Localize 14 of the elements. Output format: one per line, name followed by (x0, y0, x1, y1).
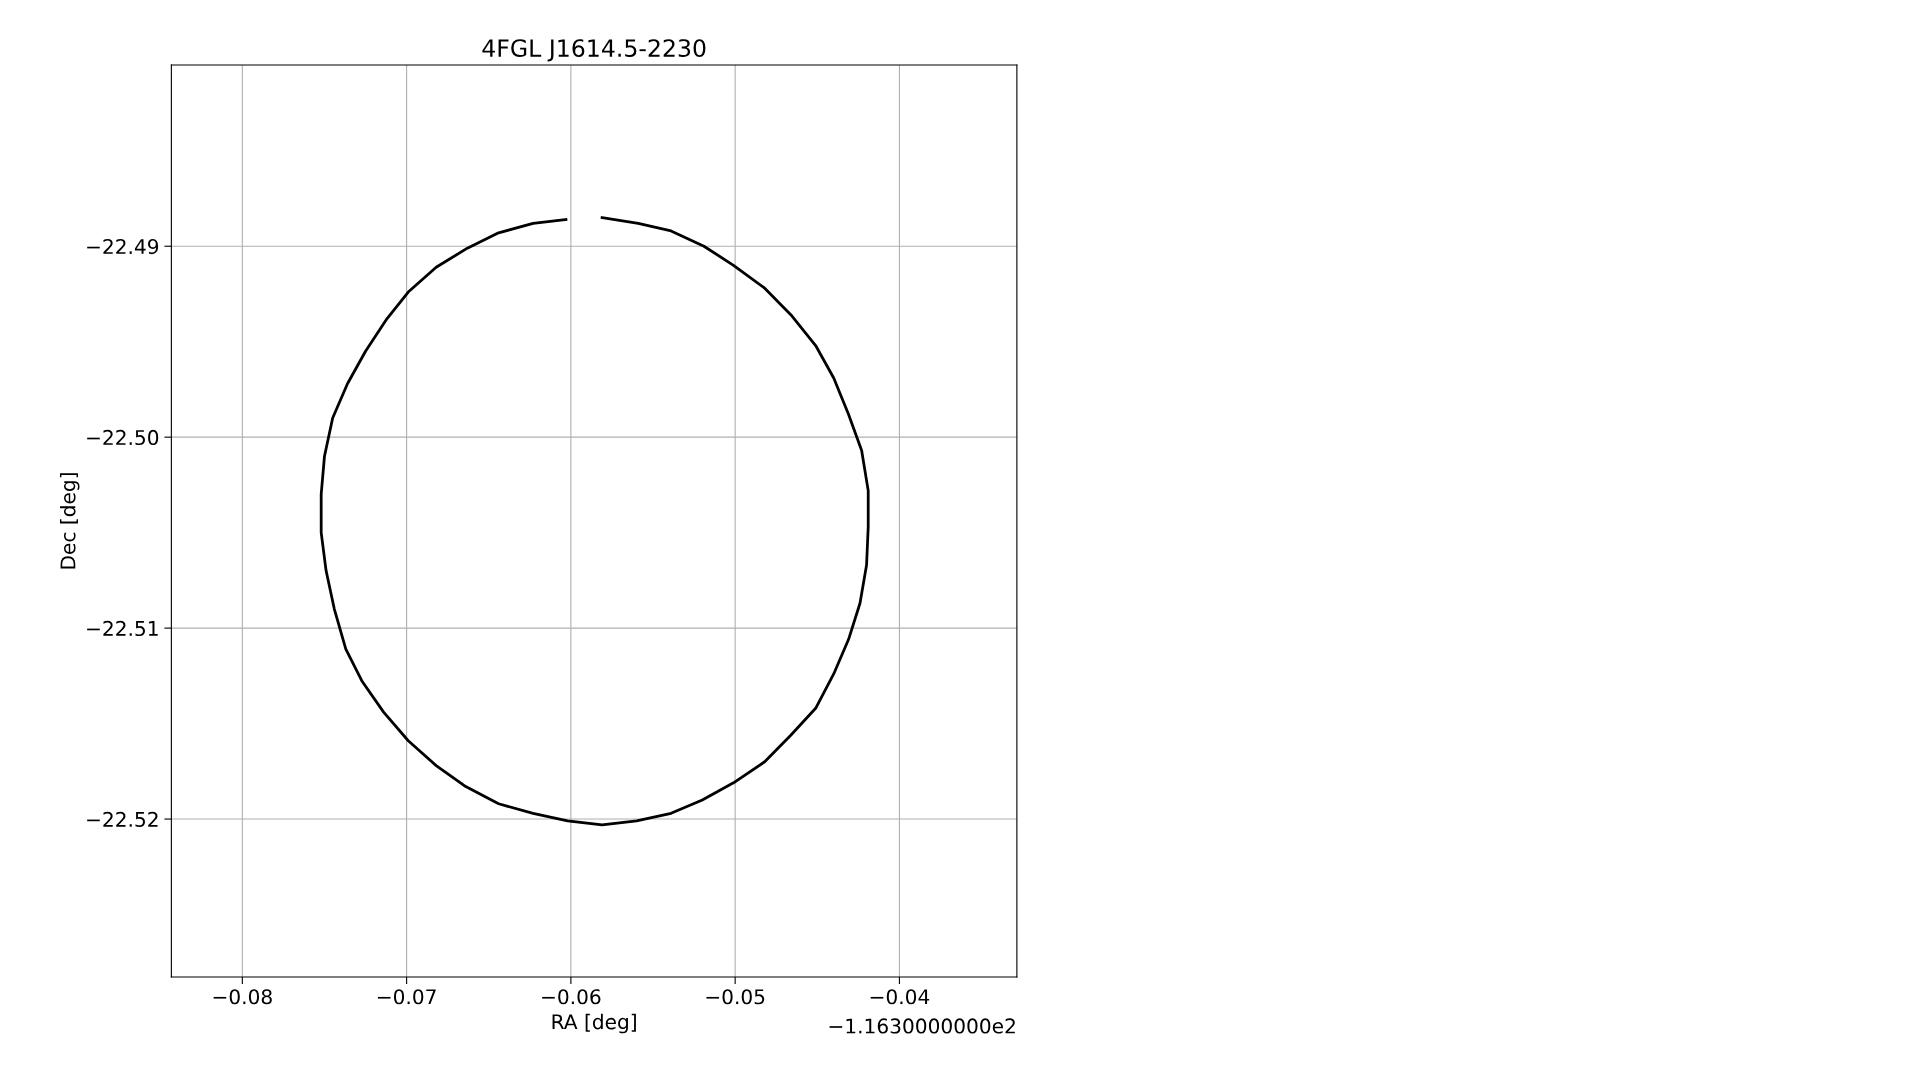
x-tick-label: −0.07 (377, 989, 436, 1005)
x-tick-label: −0.06 (542, 989, 601, 1005)
x-tick-label: −0.04 (870, 989, 930, 1005)
x-tick-label: −0.05 (706, 989, 765, 1005)
line-series (319, 216, 870, 827)
x-axis-title: RA [deg] (552, 1013, 636, 1034)
y-tick-label: −22.49 (87, 238, 159, 255)
y-tick-label: −22.52 (87, 811, 158, 827)
y-tick-label: −22.50 (87, 429, 159, 446)
x-tick-label: −0.08 (213, 989, 272, 1005)
y-tick-label: −22.51 (87, 620, 158, 637)
chart-title: 4FGL J1614.5-2230 (482, 39, 706, 62)
y-axis-title: Dec [deg] (59, 473, 80, 569)
text: −1.1630000000e2 (829, 1018, 1015, 1034)
